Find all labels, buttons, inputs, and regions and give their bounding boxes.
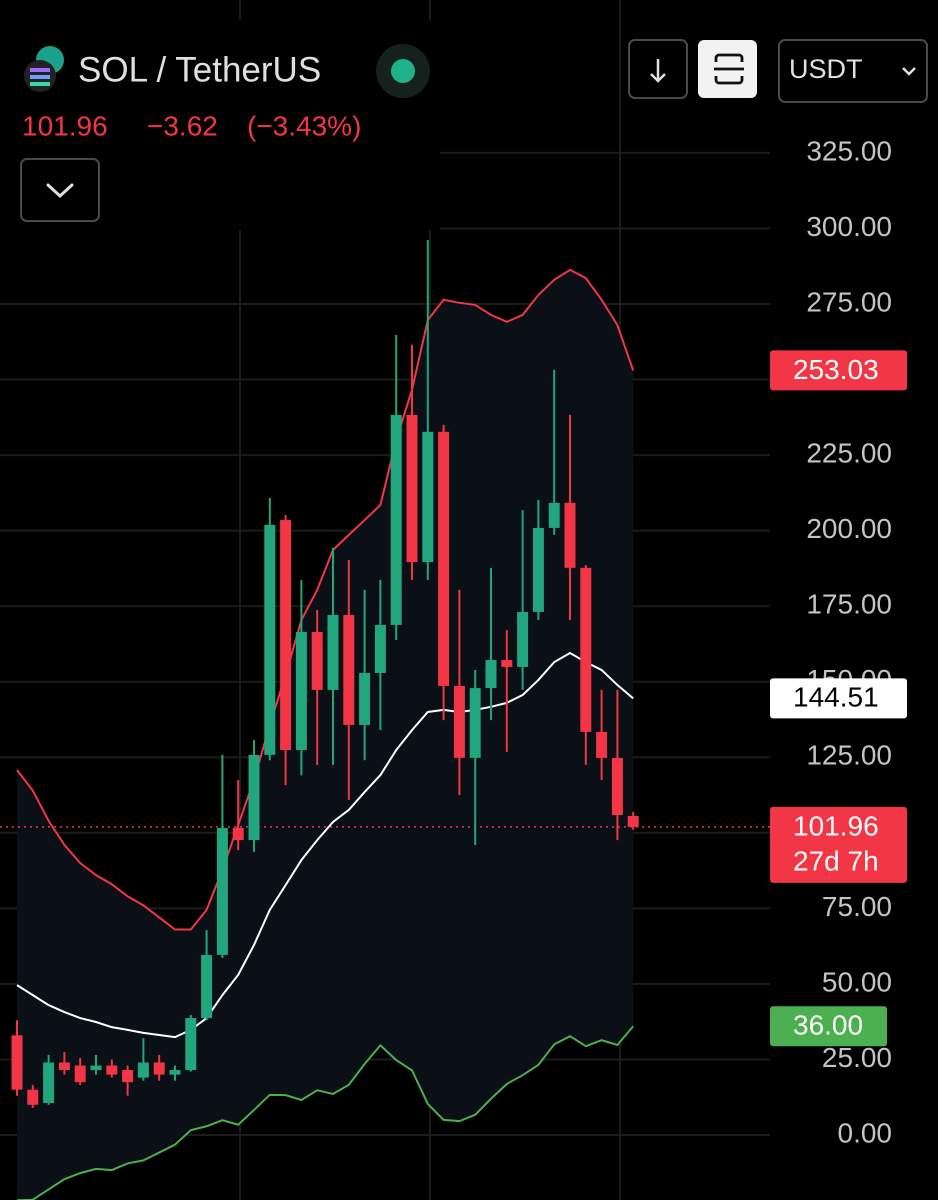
y-tick-label: 275.00 — [806, 286, 892, 317]
candle-body — [438, 431, 450, 686]
candle-body — [453, 685, 465, 758]
y-tick-label: 225.00 — [806, 437, 892, 468]
candle-body — [406, 414, 418, 563]
price-tag — [770, 678, 907, 719]
candle-body — [374, 624, 386, 673]
y-tick-label: 125.00 — [806, 740, 892, 771]
price-tags: 253.03 144.51 101.96 27d 7h 36.00 — [770, 350, 907, 1047]
candle-body — [106, 1065, 118, 1075]
collapse-button[interactable] — [20, 158, 100, 222]
band-upper — [16, 268, 635, 931]
y-tick-label: 0.00 — [838, 1117, 893, 1148]
candle-body — [548, 502, 560, 528]
price-tag-label: 101.96 — [793, 810, 879, 841]
candle-body — [201, 954, 213, 1019]
candle-body — [295, 631, 307, 751]
y-tick-label: 25.00 — [822, 1042, 892, 1073]
candle-body — [580, 567, 592, 732]
price-tag — [770, 806, 907, 883]
y-tick-label: 175.00 — [806, 589, 892, 620]
candle-body — [327, 614, 339, 690]
candle-body — [74, 1065, 86, 1083]
header: SOL / TetherUS 101.96 −3.62 (−3.43%) — [0, 20, 440, 230]
y-tick-label: 50.00 — [822, 966, 892, 997]
candle-body — [232, 828, 244, 841]
candle-body — [11, 1035, 23, 1090]
currency-select[interactable]: USDT — [778, 39, 928, 103]
candle-body — [596, 731, 608, 758]
price-tag — [770, 1006, 887, 1047]
price-tag — [770, 350, 907, 391]
symbol: SOL / TetherUS — [78, 50, 321, 89]
candle-body — [627, 815, 639, 827]
change-percent: (−3.43%) — [247, 110, 361, 141]
y-tick-label: 300.00 — [806, 211, 892, 242]
coin-logo — [24, 46, 64, 92]
candle-body — [501, 659, 513, 667]
candle-body — [58, 1062, 70, 1071]
price-tag-countdown: 27d 7h — [793, 845, 879, 876]
y-tick-label: 325.00 — [806, 135, 892, 166]
candle-body — [43, 1062, 55, 1103]
candle-body — [390, 414, 402, 625]
band-middle — [16, 651, 634, 1039]
fullscreen-button[interactable] — [698, 40, 757, 98]
status-dot — [391, 59, 415, 83]
price-tag-label: 253.03 — [793, 354, 879, 385]
candle-body — [137, 1062, 149, 1078]
toolbar: USDT — [628, 39, 928, 103]
candle-body — [422, 431, 434, 563]
candle-body — [90, 1065, 102, 1071]
candle-body — [169, 1070, 181, 1075]
price-tag-label: 144.51 — [793, 682, 879, 713]
candle-body — [27, 1089, 39, 1105]
candle-body — [264, 524, 276, 755]
plot — [0, 239, 770, 1200]
y-tick-label: 75.00 — [822, 891, 892, 922]
y-tick-label: 200.00 — [806, 513, 892, 544]
candle-body — [359, 672, 371, 725]
candle-body — [469, 688, 481, 758]
candle-body — [122, 1070, 134, 1083]
candle-body — [248, 754, 260, 841]
currency: USDT — [789, 54, 863, 84]
download-button[interactable] — [628, 39, 688, 99]
band-lower — [16, 1025, 634, 1200]
band-fill — [17, 269, 634, 1200]
candle-body — [280, 520, 292, 751]
candle-body — [532, 527, 544, 612]
candle-body — [564, 502, 576, 568]
candle-body — [185, 1018, 197, 1071]
candle-body — [343, 614, 355, 725]
candle-body — [216, 828, 228, 955]
candle-body — [311, 631, 323, 690]
candle-body — [153, 1062, 165, 1075]
last-price: 101.96 — [22, 110, 108, 141]
candle-body — [611, 757, 623, 816]
price-axis: 0.0025.0050.0075.00100.00125.00150.00175… — [806, 135, 892, 1148]
candle-body — [517, 611, 529, 667]
change: −3.62 — [147, 110, 218, 141]
candle-body — [485, 659, 497, 689]
price-tag-label: 36.00 — [793, 1010, 863, 1041]
